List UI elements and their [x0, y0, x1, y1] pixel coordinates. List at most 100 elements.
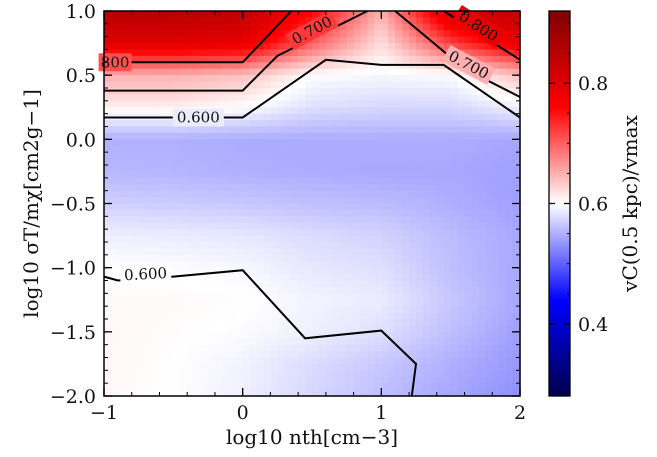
- heatmap-cell: [464, 49, 473, 57]
- heatmap-cell: [298, 216, 306, 224]
- heatmap-cell: [457, 190, 466, 198]
- heatmap-cell: [443, 165, 452, 173]
- heatmap-cell: [249, 312, 258, 320]
- heatmap-cell: [422, 190, 431, 198]
- heatmap-cell: [325, 30, 334, 38]
- heatmap-cell: [305, 49, 313, 57]
- heatmap-cell: [110, 306, 119, 314]
- heatmap-cell: [443, 248, 452, 256]
- heatmap-cell: [256, 293, 265, 301]
- heatmap-cell: [298, 209, 306, 217]
- heatmap-cell: [367, 338, 375, 346]
- heatmap-cell: [194, 338, 202, 346]
- heatmap-cell: [194, 126, 202, 134]
- heatmap-cell: [443, 81, 452, 89]
- heatmap-cell: [152, 254, 161, 262]
- heatmap-cell: [436, 49, 445, 57]
- heatmap-cell: [228, 338, 237, 346]
- heatmap-cell: [270, 312, 278, 320]
- heatmap-cell: [429, 30, 438, 38]
- heatmap-cell: [166, 132, 174, 140]
- heatmap-cell: [471, 376, 479, 384]
- heatmap-cell: [457, 23, 466, 31]
- heatmap-cell: [208, 363, 216, 371]
- heatmap-cell: [395, 370, 403, 378]
- heatmap-cell: [256, 267, 265, 275]
- heatmap-cell: [270, 145, 278, 153]
- heatmap-cell: [367, 376, 375, 384]
- heatmap-cell: [409, 280, 417, 288]
- heatmap-cell: [360, 325, 369, 333]
- heatmap-cell: [402, 331, 410, 339]
- heatmap-cell: [429, 132, 438, 140]
- heatmap-cell: [312, 190, 320, 198]
- heatmap-cell: [353, 267, 362, 275]
- heatmap-cell: [110, 312, 119, 320]
- heatmap-cell: [464, 389, 473, 397]
- heatmap-cell: [263, 280, 271, 288]
- heatmap-cell: [263, 165, 271, 173]
- heatmap-cell: [145, 261, 154, 269]
- heatmap-cell: [360, 81, 369, 89]
- heatmap-cell: [332, 158, 341, 166]
- heatmap-cell: [506, 319, 514, 327]
- heatmap-cell: [194, 299, 202, 307]
- heatmap-cell: [374, 331, 382, 339]
- heatmap-cell: [291, 81, 299, 89]
- heatmap-cell: [110, 254, 119, 262]
- heatmap-cell: [374, 126, 382, 134]
- heatmap-cell: [429, 261, 438, 269]
- heatmap-cell: [513, 267, 521, 275]
- heatmap-cell: [312, 165, 320, 173]
- heatmap-cell: [284, 152, 292, 160]
- heatmap-cell: [138, 81, 147, 89]
- heatmap-cell: [416, 81, 424, 89]
- heatmap-cell: [429, 190, 438, 198]
- heatmap-cell: [416, 43, 424, 51]
- heatmap-cell: [256, 235, 265, 243]
- heatmap-cell: [277, 107, 285, 115]
- heatmap-cell: [131, 254, 140, 262]
- heatmap-cell: [104, 184, 112, 192]
- heatmap-cell: [318, 344, 327, 352]
- heatmap-cell: [353, 274, 362, 282]
- heatmap-cell: [478, 113, 486, 121]
- heatmap-cell: [422, 242, 431, 250]
- heatmap-cell: [443, 242, 452, 250]
- heatmap-cell: [208, 23, 216, 31]
- heatmap-cell: [187, 55, 195, 63]
- heatmap-cell: [284, 229, 292, 237]
- heatmap-cell: [228, 344, 237, 352]
- heatmap-cell: [173, 49, 181, 57]
- heatmap-cell: [471, 120, 479, 128]
- heatmap-cell: [325, 229, 334, 237]
- heatmap-cell: [201, 126, 209, 134]
- heatmap-cell: [298, 248, 306, 256]
- heatmap-cell: [263, 145, 271, 153]
- heatmap-cell: [388, 357, 396, 365]
- heatmap-cell: [443, 30, 452, 38]
- heatmap-cell: [277, 254, 285, 262]
- heatmap-cell: [124, 145, 133, 153]
- heatmap-cell: [485, 165, 493, 173]
- heatmap-cell: [422, 299, 431, 307]
- heatmap-cell: [513, 158, 521, 166]
- heatmap-cell: [152, 351, 161, 359]
- heatmap-cell: [346, 139, 355, 147]
- heatmap-cell: [492, 261, 500, 269]
- heatmap-cell: [402, 299, 410, 307]
- heatmap-cell: [284, 132, 292, 140]
- heatmap-cell: [457, 261, 466, 269]
- heatmap-cell: [214, 376, 223, 384]
- heatmap-cell: [145, 94, 154, 102]
- heatmap-cell: [478, 177, 486, 185]
- heatmap-cell: [478, 254, 486, 262]
- heatmap-cell: [436, 248, 445, 256]
- heatmap-cell: [187, 94, 195, 102]
- heatmap-cell: [353, 248, 362, 256]
- heatmap-cell: [422, 11, 431, 19]
- heatmap-cell: [221, 184, 230, 192]
- heatmap-cell: [124, 11, 133, 19]
- heatmap-cell: [443, 43, 452, 51]
- heatmap-cell: [478, 383, 486, 391]
